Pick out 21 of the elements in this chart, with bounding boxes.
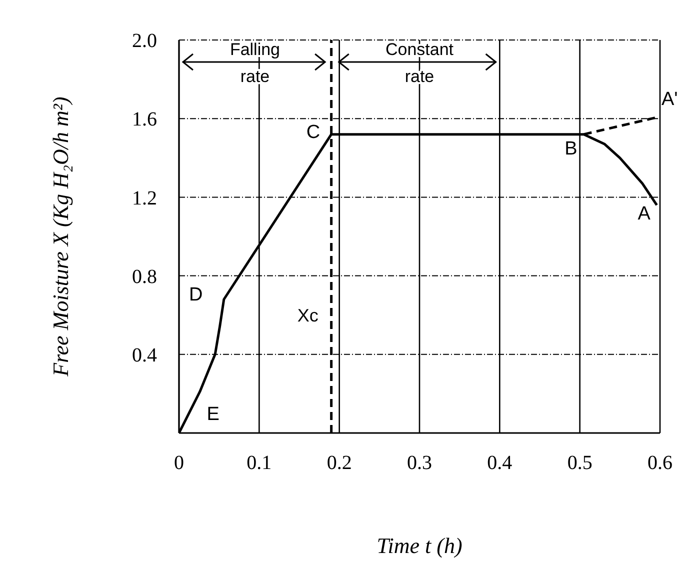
x-tick-label: 0.4 — [487, 452, 512, 474]
x-axis-title: Time t (h) — [376, 533, 462, 558]
y-tick-label: 0.8 — [132, 266, 157, 288]
annotation: E — [206, 404, 220, 425]
x-tick-label: 0.3 — [407, 452, 432, 474]
x-tick-label: 0.5 — [567, 452, 592, 474]
x-tick-label: 0 — [174, 452, 184, 474]
x-tick-label: 0.6 — [648, 452, 672, 474]
y-axis-title: Free Moisture X (Kg H₂O/h m²) — [48, 96, 73, 378]
y-tick-label: 1.6 — [132, 108, 157, 131]
ref-line-label: Xc — [297, 305, 318, 326]
annotation: B — [564, 138, 578, 160]
y-tick-label: 0.4 — [132, 344, 157, 366]
annotation: D — [188, 284, 203, 306]
annotation: C — [306, 122, 320, 143]
x-tick-label: 0.1 — [246, 452, 272, 474]
x-tick-label: 0.2 — [326, 452, 352, 474]
annotation: A — [638, 204, 651, 225]
y-tick-label: 2.0 — [132, 30, 157, 52]
y-tick-label: 1.2 — [132, 187, 157, 210]
text: A' — [661, 88, 678, 110]
